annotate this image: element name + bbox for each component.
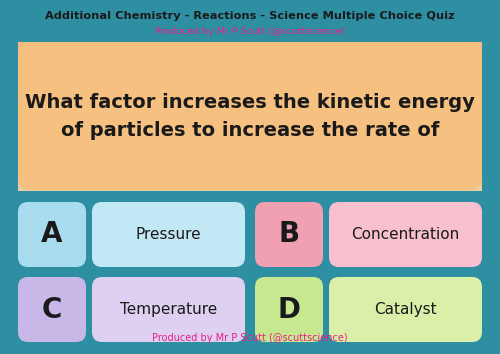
- Bar: [18, 136, 482, 139]
- Bar: [18, 119, 482, 121]
- FancyBboxPatch shape: [18, 202, 86, 267]
- Text: Pressure: Pressure: [136, 227, 202, 242]
- FancyBboxPatch shape: [18, 42, 482, 190]
- Bar: [18, 180, 482, 183]
- Bar: [18, 42, 482, 45]
- Bar: [18, 96, 482, 99]
- Bar: [18, 131, 482, 134]
- Bar: [18, 158, 482, 161]
- Bar: [18, 150, 482, 154]
- Bar: [18, 129, 482, 131]
- Bar: [18, 163, 482, 166]
- FancyBboxPatch shape: [255, 277, 323, 342]
- Bar: [18, 69, 482, 72]
- Bar: [18, 114, 482, 116]
- Text: What factor increases the kinetic energy
of particles to increase the rate of: What factor increases the kinetic energy…: [25, 92, 475, 139]
- Bar: [18, 54, 482, 57]
- Text: Catalyst: Catalyst: [374, 302, 437, 317]
- FancyBboxPatch shape: [255, 202, 323, 267]
- Bar: [18, 76, 482, 80]
- Bar: [18, 143, 482, 146]
- Bar: [18, 104, 482, 107]
- Text: Concentration: Concentration: [352, 227, 460, 242]
- Text: Additional Chemistry - Reactions - Science Multiple Choice Quiz: Additional Chemistry - Reactions - Scien…: [45, 11, 455, 21]
- FancyBboxPatch shape: [329, 277, 482, 342]
- FancyBboxPatch shape: [92, 277, 245, 342]
- Bar: [18, 183, 482, 185]
- Text: B: B: [278, 221, 299, 249]
- Bar: [18, 168, 482, 171]
- Text: C: C: [42, 296, 62, 324]
- FancyBboxPatch shape: [92, 202, 245, 267]
- Bar: [18, 79, 482, 82]
- Bar: [18, 148, 482, 151]
- Bar: [18, 47, 482, 50]
- Bar: [18, 175, 482, 178]
- Bar: [18, 57, 482, 60]
- Bar: [18, 84, 482, 87]
- Bar: [18, 109, 482, 112]
- Bar: [18, 45, 482, 47]
- FancyBboxPatch shape: [329, 202, 482, 267]
- Bar: [18, 64, 482, 67]
- Bar: [18, 138, 482, 141]
- Bar: [18, 124, 482, 126]
- Bar: [18, 81, 482, 85]
- Text: Produced by Mr P Scutt (@scuttscience): Produced by Mr P Scutt (@scuttscience): [152, 333, 348, 343]
- Bar: [18, 133, 482, 136]
- Text: D: D: [278, 296, 300, 324]
- Bar: [18, 173, 482, 176]
- Text: A: A: [41, 221, 63, 249]
- FancyBboxPatch shape: [18, 277, 86, 342]
- Bar: [18, 165, 482, 168]
- Bar: [18, 101, 482, 104]
- Bar: [18, 170, 482, 173]
- Bar: [18, 59, 482, 62]
- Text: Temperature: Temperature: [120, 302, 217, 317]
- Bar: [18, 99, 482, 102]
- Bar: [18, 188, 482, 190]
- Bar: [18, 52, 482, 55]
- Bar: [18, 94, 482, 97]
- Bar: [18, 74, 482, 77]
- Bar: [18, 178, 482, 181]
- Bar: [18, 91, 482, 94]
- Bar: [18, 185, 482, 188]
- Bar: [18, 153, 482, 156]
- Bar: [18, 116, 482, 119]
- Bar: [18, 86, 482, 89]
- Bar: [18, 155, 482, 159]
- Bar: [18, 121, 482, 124]
- Bar: [18, 106, 482, 109]
- Text: Produced by Mr P Scutt (@scuttscience): Produced by Mr P Scutt (@scuttscience): [155, 27, 345, 35]
- Bar: [18, 160, 482, 163]
- Bar: [18, 126, 482, 129]
- Bar: [18, 50, 482, 52]
- Bar: [18, 141, 482, 144]
- Bar: [18, 89, 482, 92]
- Bar: [18, 72, 482, 75]
- Bar: [18, 67, 482, 70]
- Bar: [18, 111, 482, 114]
- Bar: [18, 62, 482, 65]
- Bar: [18, 145, 482, 149]
